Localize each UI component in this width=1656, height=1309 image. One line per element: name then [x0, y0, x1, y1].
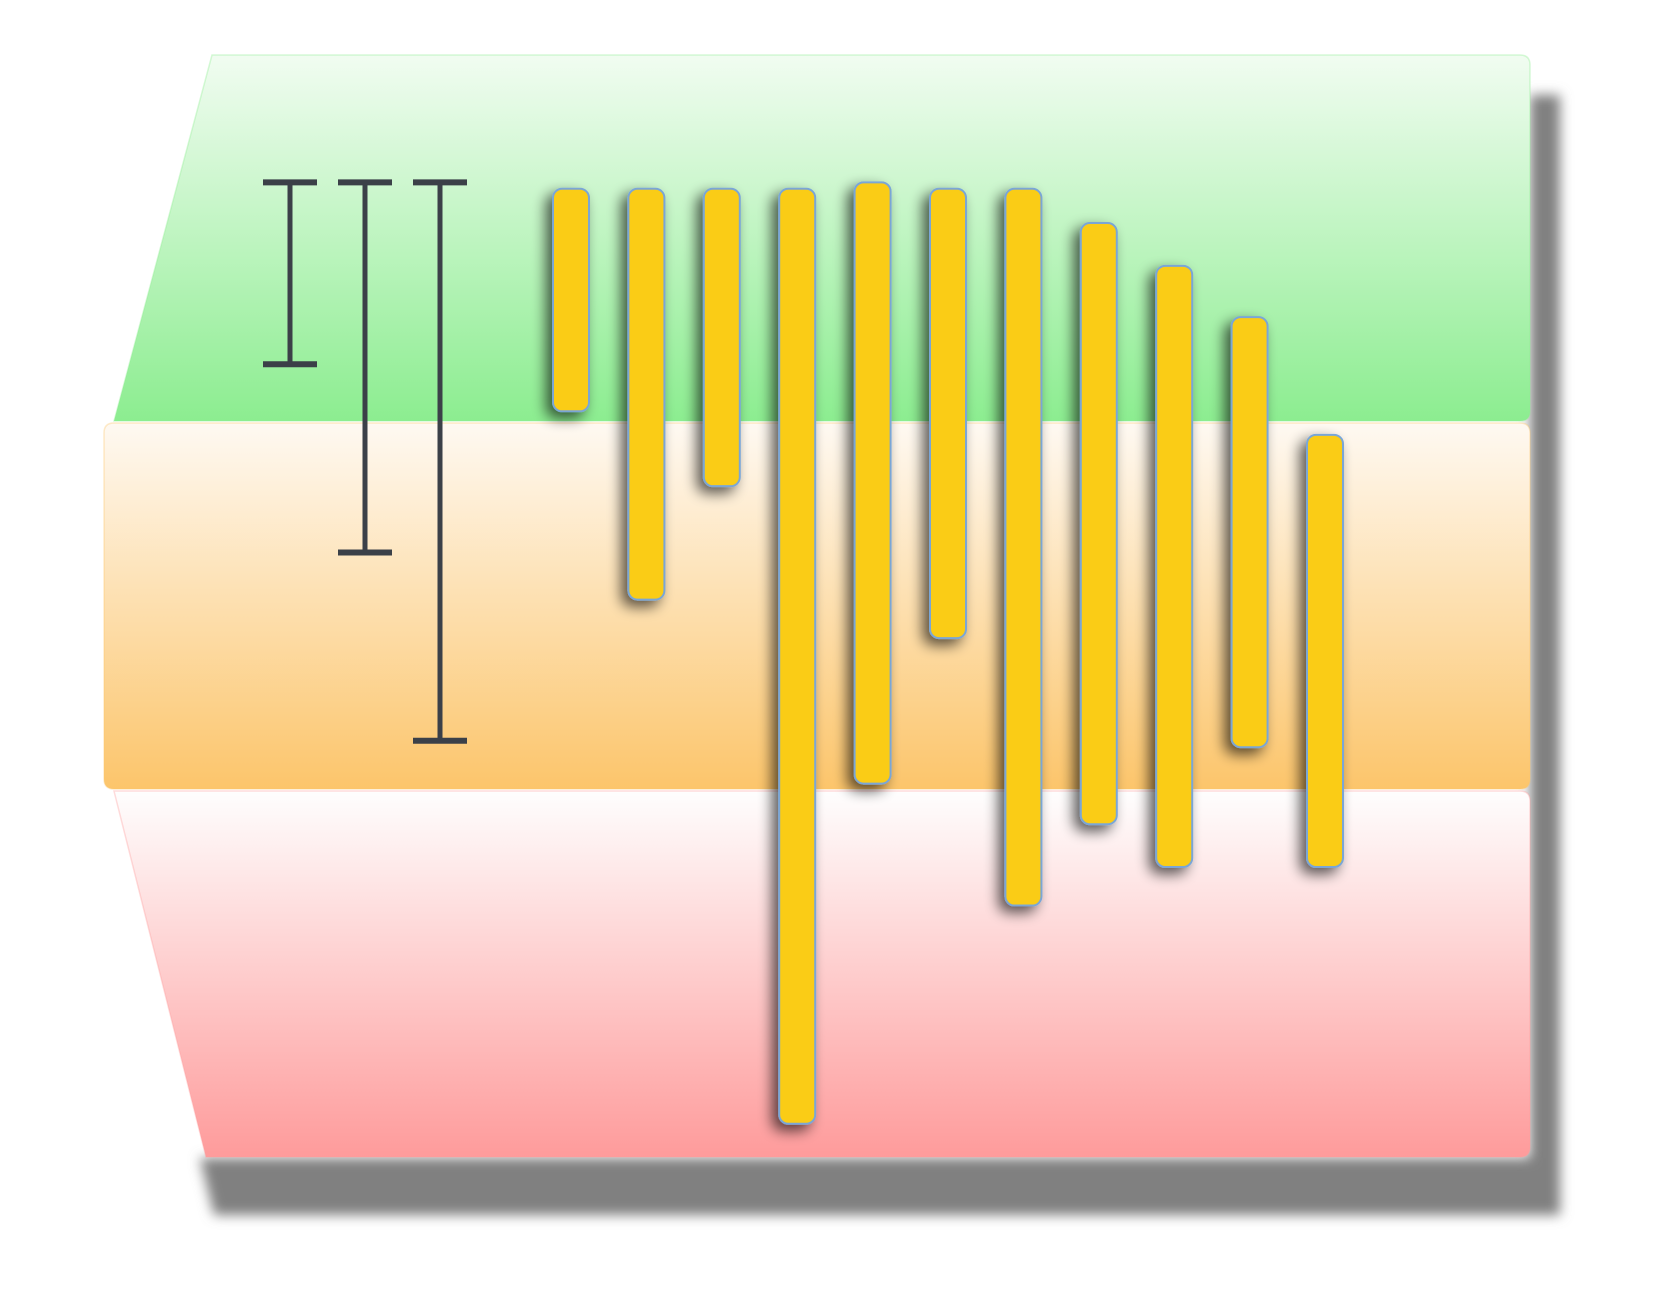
- range-bar-5: [853, 181, 892, 785]
- range-bar-3: [702, 187, 741, 488]
- band-1: [113, 54, 1531, 422]
- band-3: [113, 790, 1531, 1158]
- range-bar-9: [1155, 264, 1194, 869]
- bars-group: [552, 181, 1344, 1125]
- reference-bar-2: [338, 179, 392, 556]
- range-bar-8: [1079, 222, 1118, 826]
- range-bar-11: [1306, 433, 1344, 869]
- reference-bar-1: [263, 179, 317, 368]
- range-bar-7: [1004, 187, 1043, 907]
- range-bar-6: [929, 187, 967, 640]
- reference-bar-3: [413, 179, 467, 744]
- range-bar-1: [552, 187, 590, 413]
- range-bar-2: [627, 187, 666, 601]
- range-bar-10: [1230, 316, 1269, 749]
- reference-bars-group: [263, 179, 467, 744]
- range-bar-4: [778, 187, 817, 1125]
